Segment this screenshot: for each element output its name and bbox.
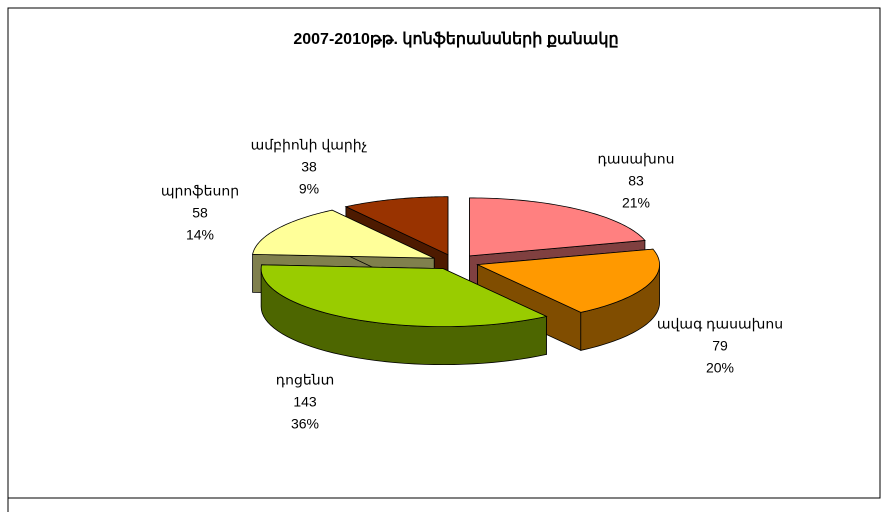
value-label: 79: [712, 338, 728, 354]
slice-label: դասախոս: [598, 151, 675, 167]
slice: [260, 264, 548, 328]
value-label: 83: [628, 173, 644, 189]
chart-title: 2007-2010թթ. կոնֆերանսների քանակը: [293, 31, 618, 48]
slice-label: ամբիոնի վարիչ: [251, 137, 368, 153]
slice: [252, 209, 435, 259]
percent-label: 9%: [299, 181, 319, 197]
percent-label: 21%: [622, 195, 650, 211]
slice: [469, 197, 646, 257]
percent-label: 36%: [291, 416, 319, 432]
value-label: 143: [293, 394, 317, 410]
percent-label: 14%: [186, 227, 214, 243]
labels: դասախոս 83 21% ավագ դասախոս 79 20% դոցենտ 143 36…: [161, 137, 783, 432]
slice-label: դոցենտ: [276, 372, 334, 388]
value-label: 38: [301, 159, 317, 175]
slice: [344, 196, 449, 256]
pie: [252, 196, 660, 366]
percent-label: 20%: [706, 360, 734, 376]
slice: [476, 248, 660, 313]
value-label: 58: [192, 205, 208, 221]
slice-label: ավագ դասախոս: [657, 316, 783, 332]
slice-label: պրոֆեսոր: [161, 183, 239, 199]
